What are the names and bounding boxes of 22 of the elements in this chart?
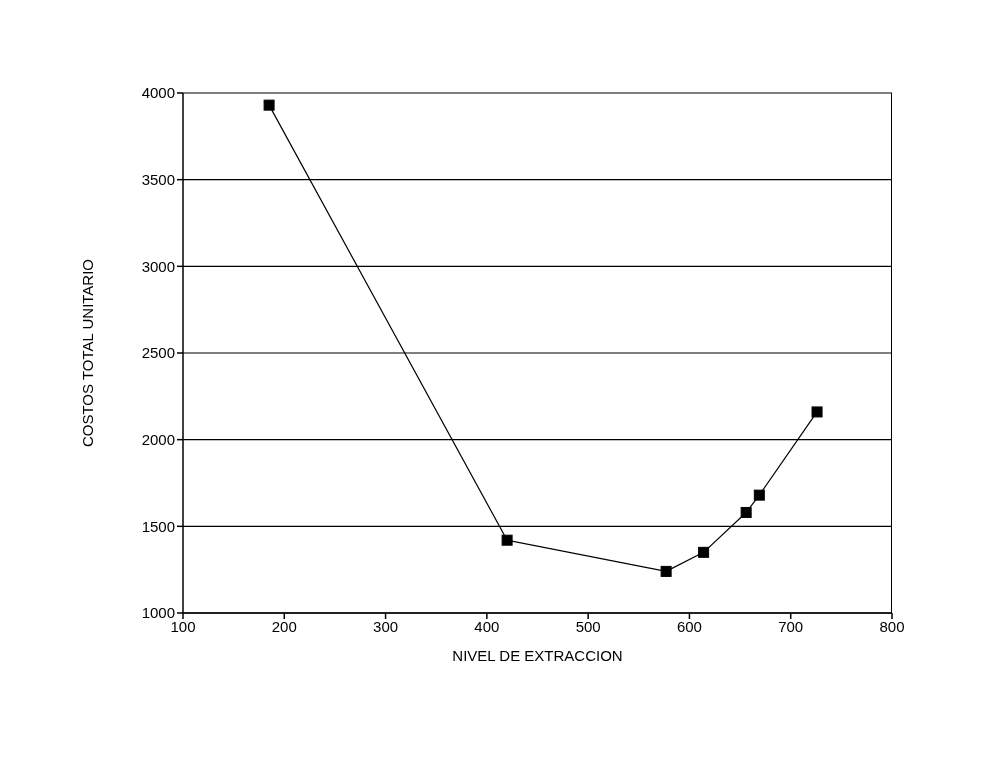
y-tick-label: 2000 (141, 430, 175, 448)
y-tick-label: 3000 (141, 257, 175, 275)
point (660, 565, 672, 577)
y-tick-label: 4000 (141, 84, 175, 102)
x-tick-label: 300 (373, 617, 399, 635)
y-tick-label: 2500 (141, 344, 175, 362)
point (740, 506, 752, 518)
x-tick-label: 800 (879, 617, 905, 635)
x-tick-label: 700 (778, 617, 804, 635)
point (501, 534, 513, 546)
y-tick-label: 3500 (141, 170, 175, 188)
x-tick-label: 600 (676, 617, 702, 635)
y-tick-label: 1500 (141, 517, 175, 535)
y-axis-title: COSTOS TOTAL UNITARIO (79, 258, 97, 448)
point (698, 546, 710, 558)
x-tick-label: 200 (271, 617, 297, 635)
x-tick-label: 400 (474, 617, 500, 635)
x-axis-title: NIVEL DE EXTRACCION (452, 647, 623, 664)
point (811, 406, 823, 418)
x-tick-label: 500 (575, 617, 601, 635)
point (263, 99, 275, 111)
point (753, 489, 765, 501)
